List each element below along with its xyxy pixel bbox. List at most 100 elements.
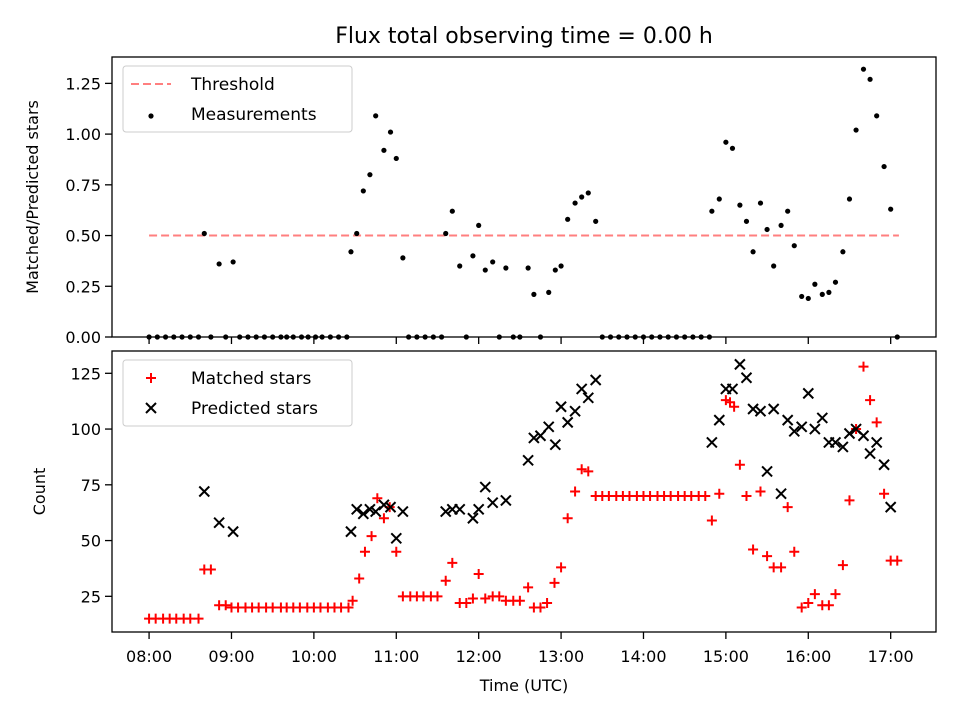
data-point (570, 486, 581, 497)
data-point (528, 432, 540, 444)
data-point (555, 401, 567, 413)
data-point (360, 188, 366, 194)
data-point (867, 76, 873, 82)
data-point (461, 598, 472, 609)
data-point (534, 430, 547, 442)
data-point (589, 374, 602, 386)
data-point (837, 441, 849, 453)
data-point (503, 265, 509, 271)
data-point (359, 546, 370, 557)
data-point (367, 172, 373, 178)
data-point (729, 401, 740, 412)
data-point (812, 281, 818, 287)
data-point (569, 405, 581, 417)
data-point (767, 403, 780, 415)
y-tick-label: 25 (81, 587, 101, 606)
y-axis-label: Matched/Predicted stars (23, 100, 42, 294)
data-point (373, 113, 379, 119)
data-point (369, 505, 382, 518)
data-point (593, 218, 599, 224)
legend: Threshold Measurements (122, 65, 353, 133)
bottom-panel: 25 50 75 100 125 08:00 09:00 10:00 11:00 12:00 13:… (30, 350, 937, 695)
x-tick-label: 17:00 (868, 647, 914, 666)
data-point (579, 194, 585, 200)
data-point (354, 230, 360, 237)
data-point (205, 564, 216, 575)
data-point (473, 569, 484, 580)
data-point (543, 421, 555, 433)
data-point (546, 289, 552, 295)
data-point (582, 392, 594, 404)
data-point (740, 372, 753, 384)
data-point (440, 575, 451, 586)
data-point (357, 508, 370, 520)
x-tick-label: 12:00 (456, 647, 502, 666)
data-point (351, 503, 363, 516)
data-point (761, 465, 773, 478)
data-point (472, 503, 485, 516)
data-point (771, 263, 777, 269)
data-point (432, 591, 443, 602)
data-point (741, 490, 752, 501)
x-tick-label: 15:00 (703, 647, 749, 666)
legend-label: Measurements (191, 105, 317, 125)
data-point (561, 416, 574, 429)
data-point (874, 113, 880, 119)
x-tick-label: 13:00 (538, 647, 584, 666)
data-point (791, 243, 797, 249)
data-point (734, 459, 745, 470)
legend-box (122, 65, 353, 133)
data-point (737, 202, 743, 208)
data-point (525, 265, 531, 271)
data-point (709, 208, 715, 214)
data-point (348, 249, 354, 255)
data-point (789, 546, 800, 557)
data-point (823, 600, 834, 611)
data-point (830, 589, 841, 600)
data-point (390, 532, 402, 545)
data-point (782, 502, 793, 513)
data-point (470, 253, 476, 259)
data-point (776, 562, 787, 573)
data-point (486, 496, 499, 509)
data-point (778, 222, 784, 229)
data-point (393, 155, 399, 162)
data-point (884, 501, 897, 513)
legend-swatch (148, 113, 154, 119)
data-point (803, 598, 814, 609)
data-point (706, 515, 717, 526)
data-point (879, 488, 890, 499)
data-point (556, 562, 567, 573)
data-point (871, 417, 882, 428)
x-axis-label: Time (UTC) (479, 676, 568, 695)
data-point (542, 598, 553, 609)
legend-label: Predicted stars (191, 399, 318, 419)
data-point (514, 595, 525, 606)
data-point (843, 427, 856, 440)
data-point (494, 591, 505, 602)
data-point (748, 544, 759, 555)
data-point (729, 145, 736, 151)
data-point (523, 582, 534, 593)
data-point (343, 602, 354, 613)
y-tick-label: 1.00 (65, 125, 101, 144)
data-point (400, 255, 406, 261)
data-point (829, 436, 842, 449)
data-point (734, 358, 746, 371)
data-point (865, 395, 876, 406)
y-tick-label: 0.25 (65, 277, 101, 296)
data-point (447, 557, 458, 568)
data-point (796, 602, 807, 613)
y-tick-label: 75 (81, 476, 101, 495)
top-panel: 0.00 0.25 0.50 0.75 1.00 1.25 Matched/Predicte… (23, 56, 937, 347)
data-point (764, 226, 770, 233)
data-point (387, 129, 394, 135)
data-point (216, 261, 222, 267)
data-point (522, 454, 534, 466)
y-tick-label: 100 (70, 420, 101, 439)
legend: Matched stars Predicted stars (122, 359, 353, 427)
data-point (840, 249, 846, 255)
series-predicted-stars (198, 358, 897, 545)
data-point (454, 503, 466, 516)
data-point (535, 602, 546, 613)
